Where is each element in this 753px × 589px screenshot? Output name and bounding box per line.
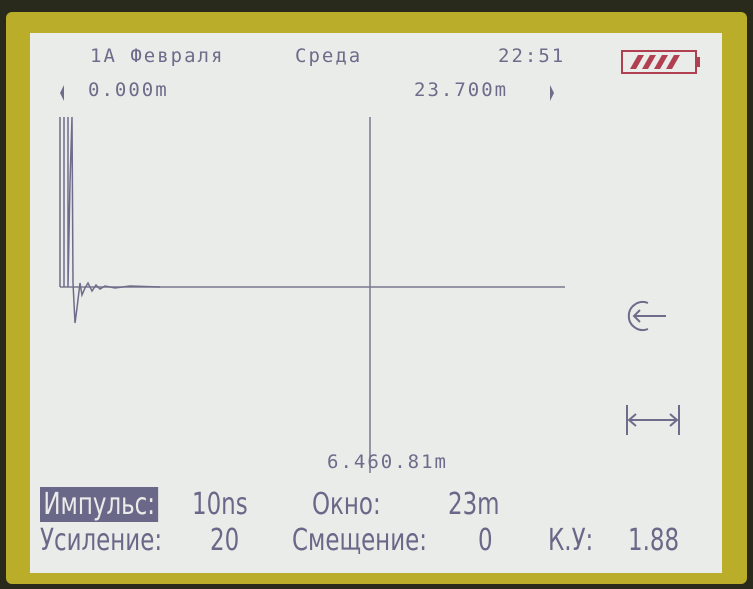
pulse-label-text[interactable]: Импульс: bbox=[40, 487, 159, 522]
range-start: 0.000m bbox=[88, 79, 169, 101]
offset-label: Смещение: bbox=[292, 523, 427, 558]
gain-label: Усиление: bbox=[40, 523, 163, 558]
screen: 1A Февраля Среда 22:51 0.000m 23.700m 6.… bbox=[30, 33, 722, 573]
right-arrow bbox=[550, 85, 554, 101]
offset-value: 0 bbox=[478, 523, 493, 558]
pulse-label[interactable]: Импульс: bbox=[40, 487, 159, 522]
gain-value: 20 bbox=[210, 523, 240, 558]
battery-level bbox=[630, 55, 680, 69]
input-icon bbox=[627, 301, 666, 331]
pulse-value: 10ns bbox=[192, 487, 248, 522]
cursor-distance: 6.460.81m bbox=[327, 451, 448, 473]
weekday: Среда bbox=[295, 45, 363, 67]
trace-area bbox=[59, 50, 700, 473]
time: 22:51 bbox=[498, 45, 566, 67]
left-arrow bbox=[60, 85, 64, 101]
range-end: 23.700m bbox=[414, 79, 509, 101]
width-icon bbox=[626, 405, 680, 435]
date: 1A Февраля bbox=[90, 45, 225, 67]
waveform bbox=[59, 116, 161, 324]
window-label: Окно: bbox=[312, 487, 381, 522]
ku-value: 1.88 bbox=[628, 523, 680, 558]
battery-tip bbox=[696, 57, 700, 67]
ku-label: К.У: bbox=[548, 523, 594, 558]
window-value: 23m bbox=[448, 487, 500, 522]
